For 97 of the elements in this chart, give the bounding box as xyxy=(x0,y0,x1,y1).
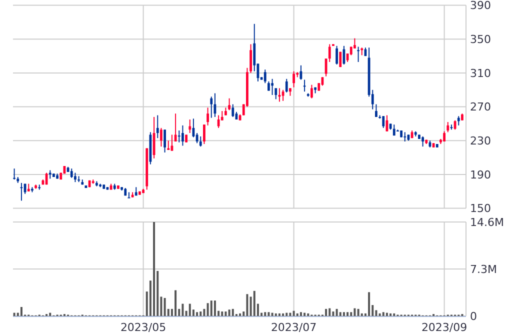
bar xyxy=(278,313,280,316)
bar xyxy=(271,312,274,316)
candlestick xyxy=(382,116,385,128)
y-tick-label: 310 xyxy=(470,66,491,80)
y-tick-label: 270 xyxy=(470,100,491,114)
bar xyxy=(13,312,16,316)
candlestick xyxy=(336,45,338,66)
candlestick xyxy=(250,44,252,74)
bar xyxy=(350,312,352,316)
bar xyxy=(304,312,306,316)
candlestick xyxy=(70,168,73,178)
bar xyxy=(354,308,356,316)
bar xyxy=(228,310,230,316)
candlestick xyxy=(292,70,295,88)
bar xyxy=(382,312,384,316)
bar xyxy=(292,310,295,316)
bar xyxy=(342,312,345,316)
candlestick xyxy=(13,168,16,180)
bar xyxy=(232,308,234,316)
candlestick xyxy=(182,124,184,146)
bar xyxy=(206,303,209,316)
x-tick-label: 2023/09 xyxy=(421,321,468,334)
bar xyxy=(246,294,248,316)
candlestick xyxy=(271,78,274,96)
bar xyxy=(182,304,184,316)
candlestick xyxy=(310,84,313,99)
bar xyxy=(203,308,206,316)
candlestick xyxy=(232,104,234,118)
y-tick-label: 14.6M xyxy=(470,216,504,229)
y-tick-label: 7.3M xyxy=(470,262,497,276)
candlestick xyxy=(210,96,213,118)
bar xyxy=(188,304,191,316)
bar xyxy=(164,298,166,316)
y-tick-label: 0 xyxy=(470,310,477,323)
candlestick xyxy=(167,140,170,150)
bar xyxy=(253,290,256,316)
bar xyxy=(221,311,224,316)
y-tick-label: 350 xyxy=(470,32,491,46)
bar xyxy=(274,313,277,316)
x-tick-label: 2023/05 xyxy=(120,321,166,334)
candlestick xyxy=(178,130,180,143)
candlestick xyxy=(170,134,174,152)
bar xyxy=(214,300,216,316)
bar xyxy=(286,312,288,316)
candlestick xyxy=(203,124,206,145)
bar xyxy=(300,312,302,316)
bar xyxy=(390,313,392,316)
bar xyxy=(282,313,284,316)
candlestick xyxy=(164,129,166,153)
candlestick xyxy=(285,78,288,93)
bar xyxy=(239,313,242,316)
candlestick xyxy=(160,127,162,148)
bar xyxy=(328,308,331,316)
bar xyxy=(336,308,338,316)
y-tick-label: 150 xyxy=(470,202,491,216)
bar xyxy=(386,312,388,316)
y-tick-label: 190 xyxy=(470,168,491,182)
candlestick xyxy=(264,69,266,84)
candlestick xyxy=(357,46,360,62)
bar xyxy=(307,313,310,316)
bar xyxy=(268,312,270,316)
candlestick xyxy=(446,122,450,133)
candlestick xyxy=(206,107,209,126)
bar xyxy=(174,290,177,316)
bar xyxy=(368,292,370,316)
candlestick xyxy=(404,132,406,142)
bar xyxy=(378,313,381,316)
candlestick xyxy=(328,44,331,62)
bar xyxy=(360,313,363,316)
bar xyxy=(339,312,342,316)
bar xyxy=(325,308,328,316)
bar xyxy=(357,308,360,316)
candlestick xyxy=(375,104,378,118)
candlestick xyxy=(188,118,192,134)
candlestick xyxy=(422,136,424,148)
bar xyxy=(296,313,298,316)
bar xyxy=(153,222,156,316)
bar xyxy=(210,300,212,316)
bar xyxy=(264,312,266,316)
candlestick xyxy=(156,114,159,139)
bar xyxy=(346,312,349,316)
y-tick-label: 230 xyxy=(470,134,491,148)
y-tick-label: 390 xyxy=(470,0,491,12)
candlestick xyxy=(228,98,230,111)
candlestick xyxy=(443,130,446,142)
bar xyxy=(289,312,292,316)
bar xyxy=(196,312,198,316)
bar xyxy=(49,312,52,316)
bar xyxy=(393,313,396,316)
candlestick xyxy=(199,136,202,148)
x-tick-label: 2023/07 xyxy=(270,321,317,334)
bar xyxy=(224,311,227,316)
bar xyxy=(200,311,202,316)
candlestick xyxy=(74,172,76,183)
candlestick xyxy=(457,116,460,126)
bar xyxy=(332,311,334,316)
bar xyxy=(20,306,22,316)
